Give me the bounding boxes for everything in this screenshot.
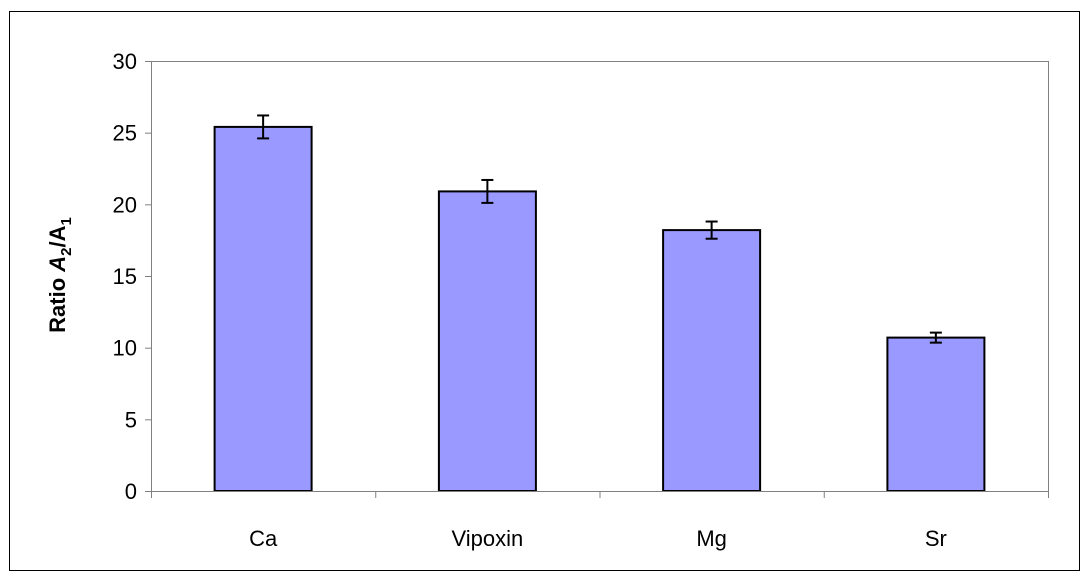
y-tick-label: 25 <box>113 121 137 146</box>
y-tick-label: 20 <box>113 192 137 217</box>
y-tick-label: 15 <box>113 264 137 289</box>
bar-mg <box>662 229 762 492</box>
y-tick-label: 30 <box>113 49 137 74</box>
error-bar-ca <box>257 114 270 140</box>
bar-vipoxin <box>437 190 537 492</box>
tick-labels-layer: Ca Vipoxin Mg Sr 0 5 10 15 20 25 30 <box>113 49 947 551</box>
error-bars-layer <box>257 114 942 344</box>
error-bar-sr <box>929 331 942 344</box>
bar-ca <box>213 125 313 493</box>
x-tick-label: Sr <box>925 526 947 551</box>
x-tick-label: Ca <box>249 526 278 551</box>
error-bar-mg <box>705 220 718 240</box>
x-tick-label: Mg <box>696 526 727 551</box>
y-axis-label: Ratio A2/A1 <box>45 217 75 333</box>
bar-sr <box>886 336 986 492</box>
axes-layer <box>145 61 1049 498</box>
y-tick-label: 10 <box>113 336 137 361</box>
x-tick-label: Vipoxin <box>451 526 523 551</box>
y-tick-label: 5 <box>125 407 137 432</box>
error-bar-vipoxin <box>481 178 494 204</box>
y-tick-label: 0 <box>125 479 137 504</box>
